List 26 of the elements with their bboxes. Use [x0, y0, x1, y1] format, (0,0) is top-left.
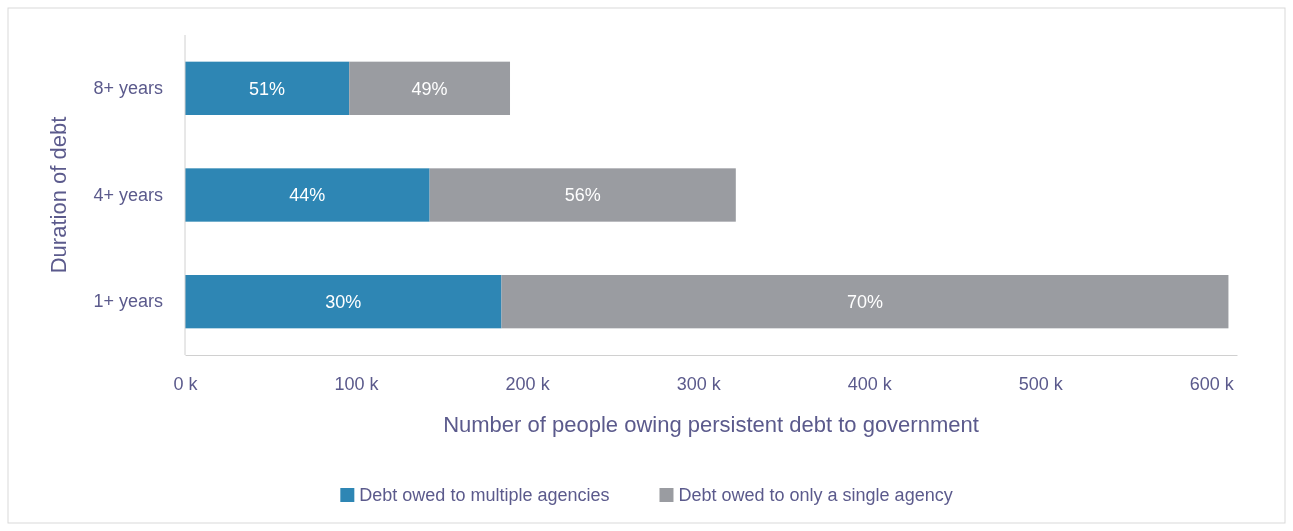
annotation: 56%	[564, 185, 601, 206]
bar	[185, 275, 502, 329]
bar	[185, 61, 350, 115]
x-tick-label: 500 k	[1018, 373, 1064, 394]
annotation: 51%	[249, 78, 286, 99]
y-tick-label: 8+ years	[93, 78, 163, 99]
annotation: 30%	[325, 291, 362, 312]
annotation: 49%	[411, 78, 448, 99]
x-tick-label: 0 k	[173, 373, 199, 394]
x-axis-title: Number of people owing persistent debt to government	[443, 412, 979, 437]
annotation: 44%	[289, 185, 326, 206]
annotation: 70%	[846, 291, 883, 312]
x-tick-label: 600 k	[1189, 373, 1235, 394]
bar	[185, 168, 430, 222]
x-tick-label: 400 k	[847, 373, 893, 394]
bar	[349, 61, 511, 115]
x-tick-label: 300 k	[676, 373, 722, 394]
legend-label: Debt owed to multiple agencies	[359, 485, 610, 506]
legend-label: Debt owed to only a single agency	[678, 485, 953, 506]
y-axis-title: Duration of debt	[46, 116, 71, 274]
y-tick-label: 1+ years	[93, 291, 163, 312]
x-tick-label: 100 k	[334, 373, 380, 394]
x-tick-label: 200 k	[505, 373, 551, 394]
y-tick-label: 4+ years	[93, 184, 163, 205]
bar	[429, 168, 736, 222]
bar	[501, 275, 1229, 329]
